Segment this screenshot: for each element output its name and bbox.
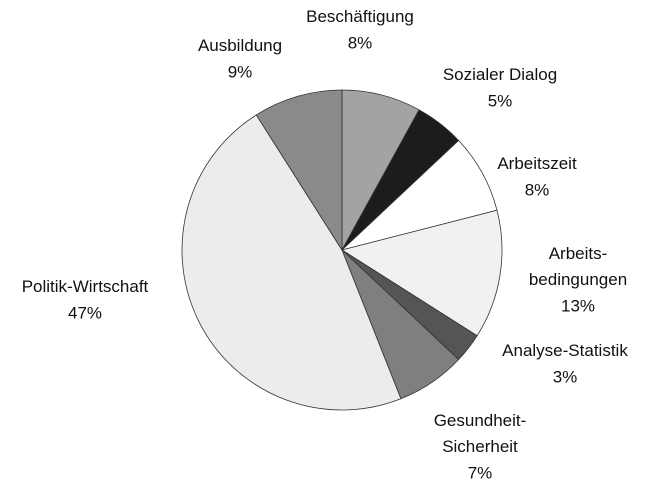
slice-label: Sozialer Dialog bbox=[443, 65, 557, 84]
slice-value-label: 47% bbox=[68, 303, 102, 322]
slice-value-label: 13% bbox=[561, 296, 595, 315]
slice-label: Arbeitszeit bbox=[497, 154, 577, 173]
slice-label: Ausbildung bbox=[198, 36, 282, 55]
slice-value-label: 7% bbox=[468, 463, 493, 482]
slice-value-label: 5% bbox=[488, 91, 513, 110]
slice-label: Gesundheit-Sicherheit bbox=[434, 411, 527, 456]
pie-slice bbox=[255, 89, 343, 252]
slice-value-label: 8% bbox=[348, 33, 373, 52]
slice-label: Analyse-Statistik bbox=[502, 341, 628, 360]
slice-value-label: 8% bbox=[525, 180, 550, 199]
slice-label: Politik-Wirtschaft bbox=[22, 277, 149, 296]
slice-value-label: 9% bbox=[228, 62, 253, 81]
pie-slice bbox=[341, 209, 503, 337]
slice-label: Beschäftigung bbox=[306, 7, 414, 26]
slice-label: Arbeits-bedingungen bbox=[529, 244, 627, 289]
pie-slice bbox=[181, 114, 402, 411]
slice-value-label: 3% bbox=[553, 367, 578, 386]
